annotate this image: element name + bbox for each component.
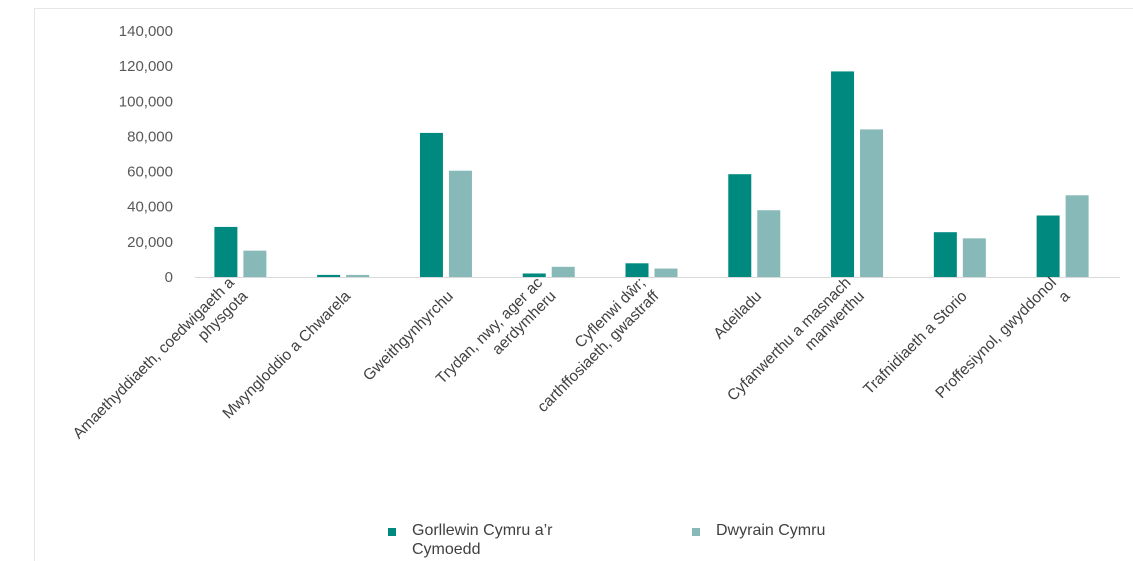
legend-label-dwyrain: Dwyrain Cymru xyxy=(716,522,826,539)
legend-swatch-gorllewin xyxy=(388,528,396,536)
bar-gorllewin xyxy=(831,71,855,278)
y-tick-label: 20,000 xyxy=(127,234,173,251)
bar-gorllewin xyxy=(625,263,649,277)
legend-item-gorllewin: Gorllewin Cymru a’r Cymoedd xyxy=(388,521,552,559)
bar-dwyrain xyxy=(962,238,986,277)
bar-dwyrain xyxy=(346,274,370,277)
bar-gorllewin xyxy=(728,174,752,277)
bar-dwyrain xyxy=(1065,195,1089,277)
legend-item-dwyrain: Dwyrain Cymru xyxy=(692,521,825,540)
bar-dwyrain xyxy=(860,129,884,277)
category-label: Amaethyddiaeth, coedwigaeth aphysgota xyxy=(70,274,252,456)
bar-dwyrain xyxy=(757,210,781,277)
legend-label-gorllewin-line2: Cymoedd xyxy=(412,541,481,558)
y-tick-label: 100,000 xyxy=(119,93,173,110)
bar-dwyrain xyxy=(448,170,472,277)
y-tick-label: 120,000 xyxy=(119,58,173,75)
y-tick-label: 0 xyxy=(165,269,173,286)
category-label: Trydan, nwy, ager acaerdymheru xyxy=(433,274,560,401)
y-tick-label: 80,000 xyxy=(127,128,173,145)
bar-gorllewin xyxy=(419,132,443,277)
legend-swatch-dwyrain xyxy=(692,528,700,536)
y-tick-label: 140,000 xyxy=(119,23,173,40)
bar-gorllewin xyxy=(933,232,957,277)
bar-gorllewin xyxy=(317,274,341,277)
chart-frame xyxy=(34,8,1133,561)
bar-dwyrain xyxy=(243,250,267,277)
legend-label-gorllewin-line1: Gorllewin Cymru a’r xyxy=(412,522,553,539)
bars xyxy=(214,71,1089,278)
y-tick-label: 40,000 xyxy=(127,199,173,216)
bar-dwyrain xyxy=(654,268,678,277)
bar-gorllewin xyxy=(522,273,546,277)
category-label: Adeiladu xyxy=(710,288,765,343)
y-axis-ticks: 0 20,000 40,000 60,000 80,000 100,000 120,000 1… xyxy=(119,23,173,286)
category-labels: Amaethyddiaeth, coedwigaeth aphysgotaMwy… xyxy=(70,274,1074,456)
bar-dwyrain xyxy=(551,266,575,277)
bar-gorllewin xyxy=(1036,215,1060,277)
y-tick-label: 60,000 xyxy=(127,164,173,181)
bar-gorllewin xyxy=(214,226,238,277)
